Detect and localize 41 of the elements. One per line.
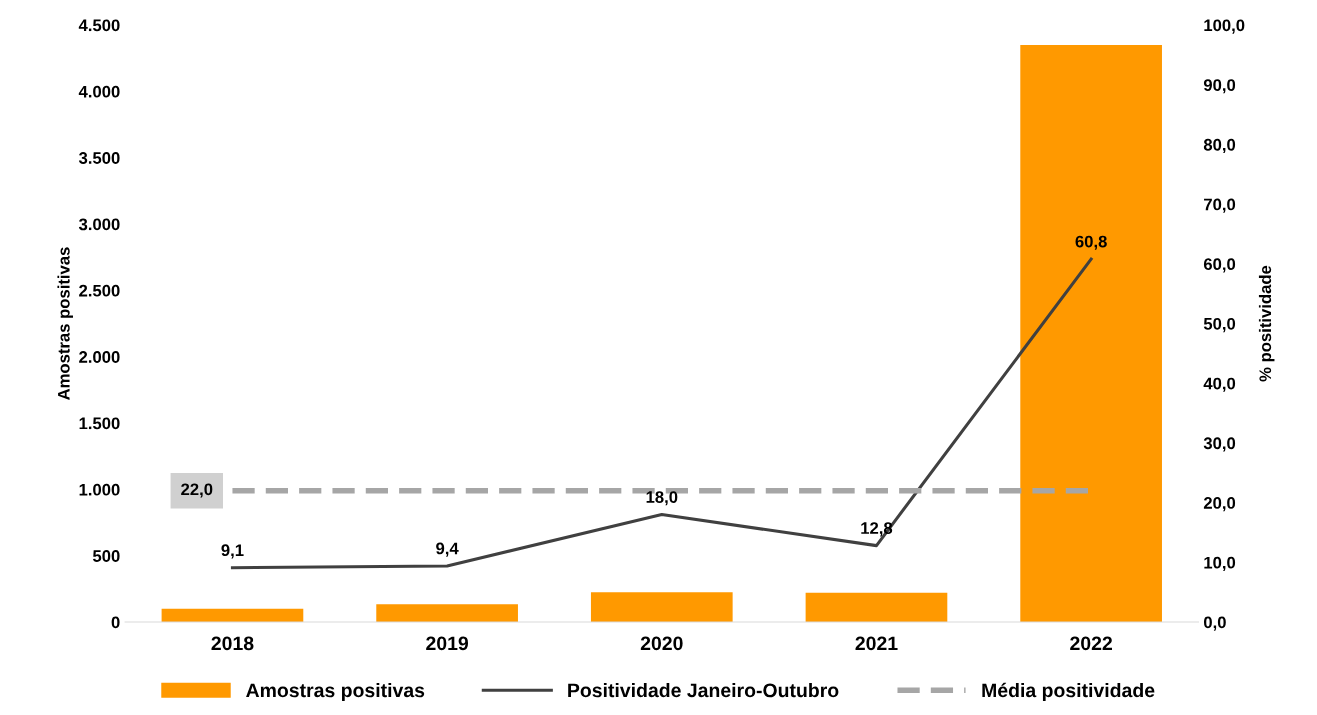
bar bbox=[590, 592, 733, 623]
legend-label: Amostras positivas bbox=[246, 682, 425, 702]
y-tick-label: 3.500 bbox=[78, 152, 120, 164]
x-tick-label: 2020 bbox=[640, 636, 683, 651]
data-label: 9,4 bbox=[436, 542, 459, 557]
legend-label: Positividade Janeiro-Outubro bbox=[568, 682, 839, 698]
y2-tick-label: 80,0 bbox=[1203, 138, 1236, 154]
y-tick-label: 4.000 bbox=[78, 85, 120, 98]
y-tick-label: 3.000 bbox=[78, 218, 120, 231]
x-tick-label: 2019 bbox=[426, 636, 469, 651]
bar bbox=[1020, 44, 1162, 623]
y2-tick-label: 50,0 bbox=[1203, 317, 1236, 333]
x-tick-label: 2022 bbox=[1070, 636, 1112, 651]
y2-tick-label: 0,0 bbox=[1203, 616, 1226, 631]
y2-tick-label: 100,0 bbox=[1204, 19, 1245, 34]
y-tick-label: 4.500 bbox=[78, 19, 120, 32]
y2-tick-label: 40,0 bbox=[1203, 377, 1236, 392]
y-tick-label: 0 bbox=[111, 616, 120, 629]
bar bbox=[376, 604, 518, 623]
data-label: 18,0 bbox=[646, 491, 678, 506]
data-label: 22,0 bbox=[181, 483, 213, 498]
y-axis-title: Amostras positivas bbox=[57, 247, 73, 400]
y-tick-label: 1.500 bbox=[79, 417, 120, 430]
bar bbox=[161, 608, 304, 623]
y-tick-label: 1.000 bbox=[79, 483, 120, 496]
y-tick-label: 2.500 bbox=[79, 284, 120, 297]
bar bbox=[805, 592, 948, 623]
y2-tick-label: 70,0 bbox=[1204, 198, 1236, 213]
y-tick-label: 2.000 bbox=[79, 351, 120, 363]
data-label: 9,1 bbox=[221, 544, 244, 559]
y2-tick-label: 20,0 bbox=[1203, 497, 1236, 512]
data-label: 60,8 bbox=[1075, 235, 1107, 250]
y-tick-label: 500 bbox=[92, 550, 120, 562]
y2-tick-label: 90,0 bbox=[1203, 79, 1236, 94]
y2-axis-title: % positividade bbox=[1258, 265, 1275, 382]
x-tick-label: 2021 bbox=[855, 636, 898, 651]
y2-tick-label: 60,0 bbox=[1203, 258, 1236, 273]
y2-tick-label: 30,0 bbox=[1203, 437, 1236, 452]
x-tick-label: 2018 bbox=[211, 636, 254, 651]
legend-label: Média positividade bbox=[982, 682, 1155, 702]
y2-tick-label: 10,0 bbox=[1204, 556, 1236, 571]
